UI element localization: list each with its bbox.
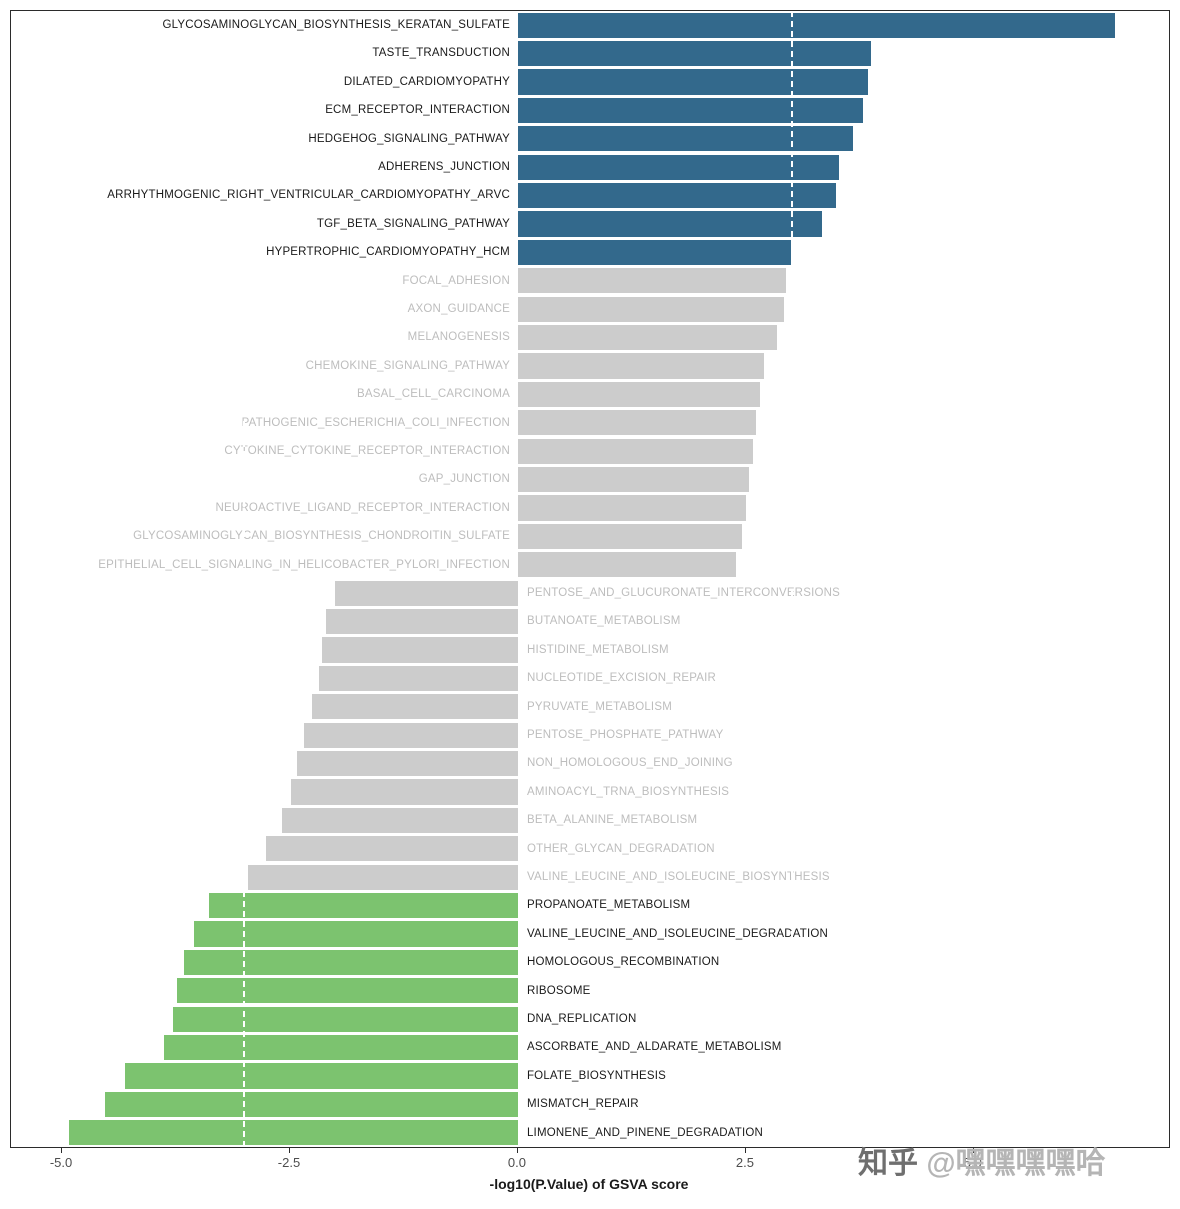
bar-ns — [517, 552, 736, 578]
bar-up — [517, 211, 823, 237]
x-axis-title: -log10(P.Value) of GSVA score — [489, 1176, 689, 1192]
bar-ns — [325, 608, 518, 635]
x-tick-label: -2.5 — [277, 1155, 301, 1170]
bar-ns — [266, 836, 518, 862]
bar-label: GAP_JUNCTION — [418, 473, 510, 486]
bar-down — [194, 921, 518, 947]
bar-label: HISTIDINE_METABOLISM — [526, 643, 669, 656]
bar-up — [517, 12, 1116, 38]
bar-down — [164, 1034, 518, 1061]
bar-up — [517, 239, 792, 266]
bar-up — [517, 40, 871, 67]
bar-label: EPITHELIAL_CELL_SIGNALING_IN_HELICOBACTE… — [98, 558, 510, 571]
bar-up — [517, 97, 863, 124]
bar-label: MELANOGENESIS — [407, 331, 510, 344]
bar-up — [517, 69, 869, 95]
bar-label: NUCLEOTIDE_EXCISION_REPAIR — [526, 672, 716, 685]
bar-ns — [281, 807, 518, 834]
bar-ns — [517, 296, 785, 322]
bar-label: BUTANOATE_METABOLISM — [526, 615, 681, 628]
threshold-dashed-line — [790, 11, 793, 1147]
bar-down — [184, 949, 518, 976]
bar-label: OTHER_GLYCAN_DEGRADATION — [526, 842, 715, 855]
bar-label: FOLATE_BIOSYNTHESIS — [526, 1069, 667, 1082]
bar-ns — [303, 722, 518, 748]
bar-up — [517, 182, 837, 209]
bar-label: MISMATCH_REPAIR — [526, 1098, 639, 1111]
bar-label: PATHOGENIC_ESCHERICHIA_COLI_INFECTION — [241, 416, 510, 429]
bar-down — [124, 1063, 518, 1089]
x-tick-label: -5.0 — [49, 1155, 73, 1170]
bar-label: DNA_REPLICATION — [526, 1013, 637, 1025]
bar-label: NON_HOMOLOGOUS_END_JOINING — [526, 757, 733, 770]
bar-label: VALINE_LEUCINE_AND_ISOLEUCINE_DEGRADATIO… — [526, 927, 829, 940]
x-tick-mark — [289, 1147, 290, 1153]
bar-down — [173, 1006, 518, 1032]
bar-ns — [517, 381, 761, 408]
chart-panel: GLYCOSAMINOGLYCAN_BIOSYNTHESIS_KERATAN_S… — [10, 10, 1170, 1148]
bar-label: PENTOSE_AND_GLUCURONATE_INTERCONVERSIONS — [526, 587, 840, 599]
bar-label: GLYCOSAMINOGLYCAN_BIOSYNTHESIS_CHONDROIT… — [133, 530, 510, 543]
bar-label: NEUROACTIVE_LIGAND_RECEPTOR_INTERACTION — [215, 501, 510, 514]
x-axis: -5.0 -2.5 0.0 2.5 5.0 — [10, 1147, 1168, 1197]
bar-ns — [248, 864, 518, 890]
bar-label: CYTOKINE_CYTOKINE_RECEPTOR_INTERACTION — [224, 445, 510, 457]
bar-up — [517, 154, 839, 180]
bar-label: HEDGEHOG_SIGNALING_PATHWAY — [308, 132, 510, 145]
bar-label: LIMONENE_AND_PINENE_DEGRADATION — [526, 1126, 763, 1139]
bar-label: GLYCOSAMINOGLYCAN_BIOSYNTHESIS_KERATAN_S… — [162, 19, 510, 31]
bar-label: BETA_ALANINE_METABOLISM — [526, 814, 698, 827]
bar-label: DILATED_CARDIOMYOPATHY — [343, 75, 510, 88]
bar-label: ARRHYTHMOGENIC_RIGHT_VENTRICULAR_CARDIOM… — [107, 189, 510, 202]
x-tick-mark — [61, 1147, 63, 1153]
bar-label: FOCAL_ADHESION — [402, 274, 510, 287]
bar-label: RIBOSOME — [526, 984, 591, 997]
bar-down — [104, 1091, 518, 1118]
bar-label: PYRUVATE_METABOLISM — [526, 700, 672, 713]
bar-label: TGF_BETA_SIGNALING_PATHWAY — [316, 217, 510, 230]
bar-ns — [517, 353, 765, 379]
bar-label: ECM_RECEPTOR_INTERACTION — [325, 104, 510, 117]
bar-label: TASTE_TRANSDUCTION — [372, 47, 510, 60]
bar-ns — [319, 665, 518, 692]
bar-ns — [517, 466, 749, 493]
threshold-dashed-line — [243, 11, 246, 1147]
bar-ns — [297, 750, 518, 777]
bar-label: AMINOACYL_TRNA_BIOSYNTHESIS — [526, 785, 730, 798]
bar-ns — [311, 694, 518, 720]
x-tick-mark — [516, 1147, 518, 1153]
watermark-handle: @嘿嘿嘿嘿哈 — [926, 1147, 1106, 1180]
bar-label: VALINE_LEUCINE_AND_ISOLEUCINE_BIOSYNTHES… — [526, 871, 830, 883]
bar-up — [517, 126, 853, 152]
bar-ns — [517, 324, 777, 351]
watermark: 知乎 @嘿嘿嘿嘿哈 — [858, 1138, 1106, 1182]
bar-label: HOMOLOGOUS_RECOMBINATION — [526, 956, 720, 969]
bar-label: PENTOSE_PHOSPHATE_PATHWAY — [526, 729, 724, 741]
bar-ns — [517, 410, 756, 436]
bar-ns — [517, 495, 746, 521]
bar-ns — [517, 268, 787, 294]
bar-ns — [517, 523, 743, 550]
bar-down — [176, 978, 518, 1004]
bar-label: HYPERTROPHIC_CARDIOMYOPATHY_HCM — [266, 246, 510, 259]
x-tick-label: 0.0 — [507, 1155, 526, 1170]
bar-label: PROPANOATE_METABOLISM — [526, 899, 691, 912]
x-tick-mark — [972, 1147, 974, 1153]
bar-label: BASAL_CELL_CARCINOMA — [357, 388, 510, 401]
bar-label: AXON_GUIDANCE — [407, 303, 510, 315]
bar-down — [208, 892, 518, 919]
bar-label: ADHERENS_JUNCTION — [378, 161, 510, 173]
x-tick-label: 5.0 — [963, 1155, 982, 1170]
bar-ns — [290, 779, 518, 805]
watermark-brand: 知乎 — [858, 1147, 918, 1180]
bar-ns — [321, 637, 518, 663]
bar-down — [69, 1120, 518, 1146]
x-tick-label: 2.5 — [735, 1155, 754, 1170]
bar-ns — [517, 438, 754, 464]
x-tick-mark — [744, 1147, 746, 1153]
bar-ns — [334, 580, 518, 606]
bar-label: ASCORBATE_AND_ALDARATE_METABOLISM — [526, 1041, 782, 1054]
bar-label: CHEMOKINE_SIGNALING_PATHWAY — [305, 359, 510, 372]
